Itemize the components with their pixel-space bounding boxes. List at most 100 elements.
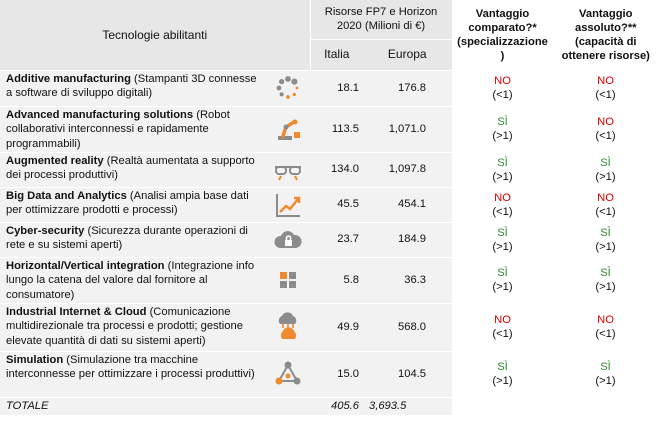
- absolute-cell: SÌ (>1): [553, 257, 659, 304]
- tech-label: Additive manufacturing (Stampanti 3D con…: [0, 70, 266, 107]
- tech-description: (Sicurezza durante operazioni di rete e …: [6, 224, 248, 252]
- tech-description: (Robot collaborativi interconnessi e rap…: [6, 108, 230, 150]
- absolute-verdict: SÌ: [600, 361, 611, 373]
- table-row: Additive manufacturing (Stampanti 3D con…: [0, 70, 659, 107]
- tech-icon-cell: [266, 106, 310, 153]
- comparative-cell: NO (<1): [452, 303, 554, 352]
- robot-arm-icon: [273, 119, 303, 140]
- tech-label: Simulation (Simulazione tra macchine int…: [0, 351, 266, 398]
- comparative-ratio: (>1): [492, 281, 513, 293]
- tech-icon-cell: [266, 351, 310, 398]
- total-row: TOTALE 405.6 3,693.5: [0, 397, 659, 416]
- comparative-cell: SÌ (>1): [452, 222, 554, 258]
- comparative-verdict: SÌ: [497, 267, 508, 279]
- tech-name: Cyber-security: [6, 224, 85, 237]
- header-italia: Italia: [310, 39, 363, 71]
- tech-icon-cell: [266, 152, 310, 188]
- glasses-icon: [273, 163, 303, 180]
- comparative-cell: NO (<1): [452, 70, 554, 107]
- absolute-ratio: (<1): [595, 328, 616, 340]
- tech-label: Industrial Internet & Cloud (Comunicazio…: [0, 303, 266, 352]
- absolute-ratio: (>1): [595, 240, 616, 253]
- comparative-ratio: (>1): [492, 130, 513, 142]
- tech-description: (Analisi ampia base dati per ottimizzare…: [6, 189, 249, 217]
- comparative-verdict: NO: [494, 75, 511, 87]
- table-row: Simulation (Simulazione tra macchine int…: [0, 351, 659, 398]
- tech-icon-cell: [266, 70, 310, 107]
- europa-value: 184.9: [363, 222, 453, 258]
- total-blank-abs: [553, 397, 659, 416]
- absolute-cell: NO (<1): [553, 70, 659, 107]
- header-technologies: Tecnologie abilitanti: [0, 0, 311, 71]
- absolute-verdict: SÌ: [600, 156, 611, 169]
- tech-label: Horizontal/Vertical integration (Integra…: [0, 257, 266, 304]
- absolute-verdict: NO: [597, 314, 614, 326]
- comparative-cell: SÌ (>1): [452, 152, 554, 188]
- tech-label: Big Data and Analytics (Analisi ampia ba…: [0, 187, 266, 223]
- comparative-ratio: (>1): [492, 240, 513, 253]
- italia-value: 5.8: [310, 257, 363, 304]
- tech-icon-cell: [266, 222, 310, 258]
- tech-name: Augmented reality: [6, 154, 104, 167]
- header-comparative: Vantaggio comparato?* (specializzazione …: [451, 0, 554, 71]
- italia-value: 23.7: [310, 222, 363, 258]
- absolute-cell: NO (<1): [553, 187, 659, 223]
- europa-value: 1,071.0: [363, 106, 453, 153]
- grid-squares-icon: [273, 272, 303, 288]
- table-row: Horizontal/Vertical integration (Integra…: [0, 257, 659, 304]
- tech-description: (Stampanti 3D connesse a software di svi…: [6, 72, 257, 100]
- chart-growth-icon: [273, 193, 303, 217]
- table-row: Big Data and Analytics (Analisi ampia ba…: [0, 187, 659, 223]
- absolute-cell: NO (<1): [553, 303, 659, 352]
- italia-value: 49.9: [310, 303, 363, 352]
- tech-name: Advanced manufacturing solutions: [6, 108, 194, 121]
- europa-value: 568.0: [363, 303, 453, 352]
- table-body: Additive manufacturing (Stampanti 3D con…: [0, 70, 659, 398]
- comparative-ratio: (<1): [492, 89, 513, 101]
- tech-label: Cyber-security (Sicurezza durante operaz…: [0, 222, 266, 258]
- absolute-ratio: (>1): [595, 170, 616, 183]
- total-label: TOTALE: [0, 397, 310, 416]
- comparative-ratio: (>1): [492, 375, 513, 387]
- header-resources: Risorse FP7 e Horizon 2020 (Milioni di €…: [310, 0, 453, 40]
- italia-value: 134.0: [310, 152, 363, 188]
- technologies-table: Tecnologie abilitanti Risorse FP7 e Hori…: [0, 0, 659, 416]
- absolute-cell: SÌ (>1): [553, 152, 659, 188]
- tech-label: Augmented reality (Realtà aumentata a su…: [0, 152, 266, 188]
- comparative-ratio: (<1): [492, 205, 513, 218]
- comparative-ratio: (<1): [492, 328, 513, 340]
- tech-label: Advanced manufacturing solutions (Robot …: [0, 106, 266, 153]
- tech-name: Additive manufacturing: [6, 72, 131, 85]
- network-nodes-icon: [273, 361, 303, 385]
- absolute-ratio: (<1): [595, 205, 616, 218]
- absolute-verdict: NO: [597, 75, 614, 87]
- italia-value: 15.0: [310, 351, 363, 398]
- comparative-verdict: NO: [494, 191, 511, 204]
- absolute-cell: SÌ (>1): [553, 351, 659, 398]
- comparative-verdict: SÌ: [497, 361, 508, 373]
- italia-value: 45.5: [310, 187, 363, 223]
- europa-value: 454.1: [363, 187, 453, 223]
- italia-value: 18.1: [310, 70, 363, 107]
- comparative-verdict: SÌ: [497, 156, 508, 169]
- absolute-cell: SÌ (>1): [553, 222, 659, 258]
- tech-name: Industrial Internet & Cloud: [6, 305, 147, 318]
- tech-icon-cell: [266, 187, 310, 223]
- table-row: Augmented reality (Realtà aumentata a su…: [0, 152, 659, 188]
- cloud-lock-icon: [273, 230, 303, 248]
- table-row: Cyber-security (Sicurezza durante operaz…: [0, 222, 659, 258]
- tech-description: (Realtà aumentata a supporto dei process…: [6, 154, 255, 182]
- header-europa: Europa: [363, 39, 453, 71]
- tech-icon-cell: [266, 257, 310, 304]
- total-italia: 405.6: [310, 397, 363, 416]
- absolute-ratio: (<1): [595, 89, 616, 101]
- comparative-verdict: NO: [494, 314, 511, 326]
- absolute-verdict: NO: [597, 116, 614, 128]
- total-europa: 3,693.5: [363, 397, 453, 416]
- tech-name: Simulation: [6, 353, 64, 366]
- absolute-ratio: (<1): [595, 130, 616, 142]
- italia-value: 113.5: [310, 106, 363, 153]
- total-blank-comp: [452, 397, 554, 416]
- tech-icon-cell: [266, 303, 310, 352]
- comparative-cell: SÌ (>1): [452, 257, 554, 304]
